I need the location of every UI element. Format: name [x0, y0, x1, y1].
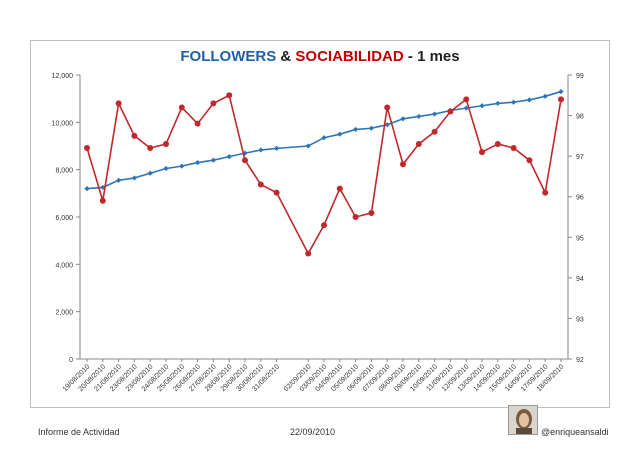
sociabilidad-point [447, 108, 454, 115]
sociabilidad-point [510, 145, 517, 152]
followers-point [274, 145, 280, 151]
footer-handle: @enriqueansaldi [541, 427, 609, 437]
sociabilidad-point [526, 157, 533, 164]
followers-point [511, 99, 517, 105]
sociabilidad-point [115, 100, 122, 107]
sociabilidad-point [99, 197, 106, 204]
followers-point [384, 122, 390, 128]
y-left-tick-label: 8,000 [55, 168, 73, 175]
followers-point [400, 116, 406, 122]
followers-point [463, 105, 469, 111]
sociabilidad-point [494, 140, 501, 147]
sociabilidad-point [368, 209, 375, 216]
followers-point [353, 126, 359, 133]
sociabilidad-point [431, 128, 438, 135]
y-right-tick-label: 98 [576, 114, 584, 121]
sociabilidad-point [542, 189, 549, 196]
footer-report-name: Informe de Actividad [38, 427, 120, 437]
followers-point [542, 93, 548, 99]
y-right-tick-label: 94 [576, 276, 584, 283]
sociabilidad-point [479, 149, 485, 156]
sociabilidad-point [84, 145, 90, 152]
sociabilidad-point [210, 100, 217, 107]
sociabilidad-point [400, 161, 406, 168]
followers-point [432, 111, 438, 117]
avatar [508, 405, 538, 435]
sociabilidad-point [226, 92, 233, 99]
followers-point [210, 157, 216, 163]
followers-point [84, 186, 90, 192]
y-right-tick-label: 97 [576, 154, 584, 161]
y-left-tick-label: 12,000 [52, 73, 74, 80]
sociabilidad-point [352, 214, 359, 220]
followers-point [195, 159, 201, 166]
followers-point [179, 163, 185, 169]
y-right-tick-label: 92 [576, 357, 584, 364]
sociabilidad-point [178, 104, 185, 111]
avatar-icon [509, 406, 537, 434]
footer-date: 22/09/2010 [290, 427, 336, 437]
sociabilidad-point [305, 250, 312, 257]
sociabilidad-point [163, 140, 169, 147]
followers-point [258, 147, 264, 153]
y-right-tick-label: 95 [576, 235, 584, 242]
followers-point [416, 113, 422, 120]
sociabilidad-point [384, 104, 391, 111]
followers-line [86, 90, 562, 190]
sociabilidad-line [86, 94, 562, 256]
y-right-tick-label: 93 [576, 316, 584, 323]
sociabilidad-point [242, 157, 248, 164]
followers-point [368, 125, 374, 131]
y-left-tick-label: 2,000 [55, 310, 73, 317]
sociabilidad-point [336, 185, 343, 192]
sociabilidad-point [131, 132, 138, 139]
title-followers: FOLLOWERS [180, 48, 277, 65]
chart-title: FOLLOWERS & SOCIABILIDAD - 1 mes [0, 48, 640, 65]
followers-point [163, 165, 169, 172]
sociabilidad-point [415, 140, 422, 147]
sociabilidad-point [194, 120, 201, 127]
followers-point [131, 175, 137, 181]
followers-point [305, 143, 311, 149]
y-left-tick-label: 10,000 [52, 120, 74, 127]
followers-point [479, 103, 485, 109]
sociabilidad-point [463, 96, 470, 103]
y-right-tick-label: 99 [576, 73, 584, 80]
sociabilidad-point [257, 181, 264, 188]
sociabilidad-point [147, 145, 154, 152]
sociabilidad-point [558, 96, 564, 103]
title-suffix: - 1 mes [407, 48, 460, 65]
followers-point [558, 88, 564, 95]
followers-point [495, 100, 501, 106]
followers-point [526, 97, 532, 103]
y-left-tick-label: 0 [69, 357, 73, 364]
y-left-tick-label: 6,000 [55, 215, 73, 222]
y-right-tick-label: 96 [576, 195, 584, 202]
title-sociabilidad: SOCIABILIDAD [295, 48, 404, 65]
followers-point [337, 131, 343, 137]
followers-point [226, 154, 232, 160]
followers-point [321, 135, 327, 141]
followers-point [147, 170, 153, 176]
sociabilidad-point [321, 222, 327, 229]
y-left-tick-label: 4,000 [55, 262, 73, 269]
sociabilidad-point [273, 189, 280, 196]
title-ampersand: & [280, 48, 292, 65]
followers-point [116, 177, 122, 183]
